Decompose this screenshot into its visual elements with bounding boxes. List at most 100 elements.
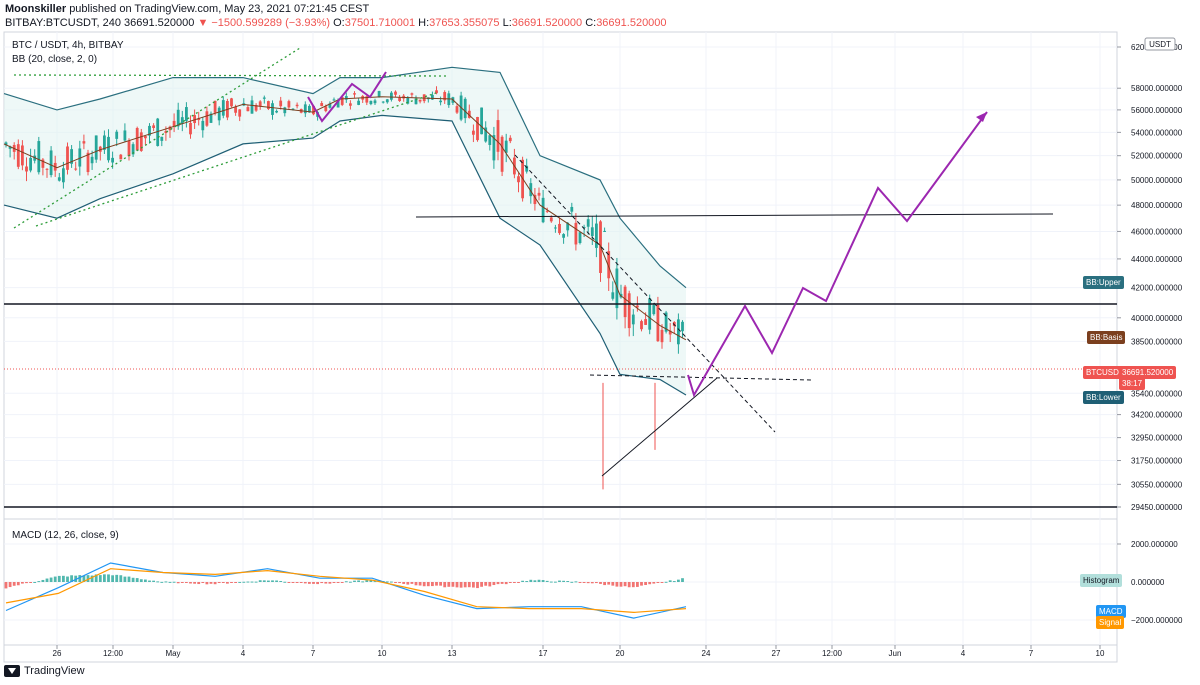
histogram-bar bbox=[160, 581, 164, 583]
histogram-bar bbox=[115, 574, 119, 582]
macd-line bbox=[5, 562, 687, 619]
author-name[interactable]: Moonskiller bbox=[5, 3, 67, 15]
price-tick-label: 50000.000000 bbox=[1131, 176, 1183, 185]
histogram-bar bbox=[455, 582, 459, 588]
histogram-bar bbox=[324, 582, 328, 584]
time-tick-label: 4 bbox=[961, 649, 966, 658]
histogram-bar bbox=[615, 582, 619, 587]
histogram-bar bbox=[566, 581, 570, 583]
histogram-bar bbox=[636, 582, 639, 587]
bb-lower-line bbox=[3, 114, 687, 396]
candle-body bbox=[508, 137, 512, 142]
time-axis[interactable]: 26 12:00 May 4 7 10 13 17 20 24 27 12:00 Jun 4 7 10 bbox=[53, 645, 1105, 658]
candle-body bbox=[541, 197, 545, 223]
histogram-bar bbox=[217, 582, 221, 583]
candle-body bbox=[406, 97, 410, 104]
candle-body bbox=[467, 110, 471, 118]
candle-body bbox=[607, 251, 611, 279]
candle-body bbox=[472, 130, 475, 135]
candle-body bbox=[111, 157, 114, 163]
candle-body bbox=[668, 330, 672, 335]
histogram-bar bbox=[127, 576, 131, 582]
histogram-bar bbox=[291, 582, 295, 583]
candle-body bbox=[86, 152, 90, 173]
candle-body bbox=[410, 93, 414, 95]
candle-body bbox=[627, 293, 631, 329]
candle-body bbox=[664, 312, 668, 332]
histogram-bar bbox=[57, 575, 61, 582]
candle-body bbox=[74, 168, 78, 170]
candle-body bbox=[197, 118, 201, 121]
bb-indicator-label[interactable]: BB (20, close, 2, 0) bbox=[12, 54, 97, 65]
histogram-bar bbox=[660, 582, 664, 583]
candle-body bbox=[394, 91, 397, 95]
candle-body bbox=[443, 92, 447, 101]
histogram-bar bbox=[599, 582, 602, 584]
candle-body bbox=[476, 116, 479, 141]
candle-body bbox=[139, 132, 143, 151]
candle-body bbox=[164, 130, 168, 134]
histogram-bar bbox=[664, 581, 668, 583]
candle-body bbox=[320, 103, 324, 107]
footer[interactable]: TradingView bbox=[4, 665, 85, 677]
support-trendline bbox=[601, 377, 718, 477]
price-tick-label: 31750.000000 bbox=[1131, 457, 1183, 466]
green-trendline-upper bbox=[13, 47, 301, 229]
tradingview-logo-icon bbox=[4, 665, 20, 677]
price-tick-label: 29450.000000 bbox=[1131, 503, 1183, 512]
candle-body bbox=[623, 286, 627, 318]
histogram-bar bbox=[180, 582, 184, 583]
candle-body bbox=[209, 113, 213, 123]
histogram-bar bbox=[226, 582, 229, 584]
price-tick-label: 58000.000000 bbox=[1131, 84, 1183, 93]
histogram-bar bbox=[537, 579, 541, 582]
time-tick-label: 26 bbox=[53, 649, 62, 658]
histogram-bar bbox=[45, 578, 49, 582]
candle-body bbox=[201, 120, 205, 131]
histogram-bar bbox=[340, 582, 344, 583]
currency-box[interactable] bbox=[1144, 37, 1176, 51]
candle-body bbox=[37, 141, 41, 173]
price-axis[interactable]: 62000.00000058000.00000056000.0000005400… bbox=[1117, 43, 1183, 512]
histogram-bar bbox=[619, 582, 623, 587]
histogram-bar bbox=[250, 581, 254, 583]
candle-body bbox=[283, 107, 287, 114]
histogram-bar bbox=[414, 582, 418, 586]
bb-upper-tag: BB:Upper bbox=[1083, 276, 1124, 289]
macd-indicator-label[interactable]: MACD (12, 26, close, 9) bbox=[12, 530, 119, 541]
histogram-bar bbox=[558, 580, 561, 582]
candle-body bbox=[254, 105, 258, 111]
histogram-bar bbox=[533, 580, 537, 582]
pane-title: BTC / USDT, 4h, BITBAY bbox=[12, 40, 124, 51]
histogram-bar bbox=[328, 582, 332, 584]
histogram-bar bbox=[578, 582, 582, 583]
price-tick-label: 40000.000000 bbox=[1131, 314, 1183, 323]
time-tick-label: 12:00 bbox=[103, 649, 124, 658]
bb-band-fill bbox=[4, 67, 686, 396]
histogram-bar bbox=[12, 582, 16, 586]
bb-basis-line bbox=[3, 96, 687, 341]
time-tick-label: 24 bbox=[702, 649, 711, 658]
price-tick-label: 48000.000000 bbox=[1131, 201, 1183, 210]
candle-body bbox=[230, 98, 233, 107]
histogram-bar bbox=[570, 581, 574, 583]
histogram-bar bbox=[484, 582, 488, 586]
low-label: L: bbox=[502, 17, 512, 29]
macd-tick-label: −2000.000000 bbox=[1131, 616, 1183, 625]
price-tick-label: 38500.000000 bbox=[1131, 337, 1183, 346]
histogram-bar bbox=[295, 582, 299, 583]
countdown-tag: 38:17 bbox=[1119, 377, 1146, 390]
price-tick-label: 30550.000000 bbox=[1131, 480, 1183, 489]
candle-body bbox=[390, 92, 393, 100]
histogram-bar bbox=[197, 582, 201, 585]
histogram-bar bbox=[574, 581, 578, 583]
histogram-bar bbox=[119, 575, 123, 582]
price-tick-label: 34200.000000 bbox=[1131, 411, 1183, 420]
candle-body bbox=[238, 109, 242, 117]
candle-body bbox=[496, 120, 500, 152]
candle-body bbox=[349, 103, 352, 106]
histogram-bar bbox=[447, 582, 451, 587]
histogram-bar bbox=[353, 580, 356, 582]
drawings[interactable] bbox=[4, 47, 1117, 508]
